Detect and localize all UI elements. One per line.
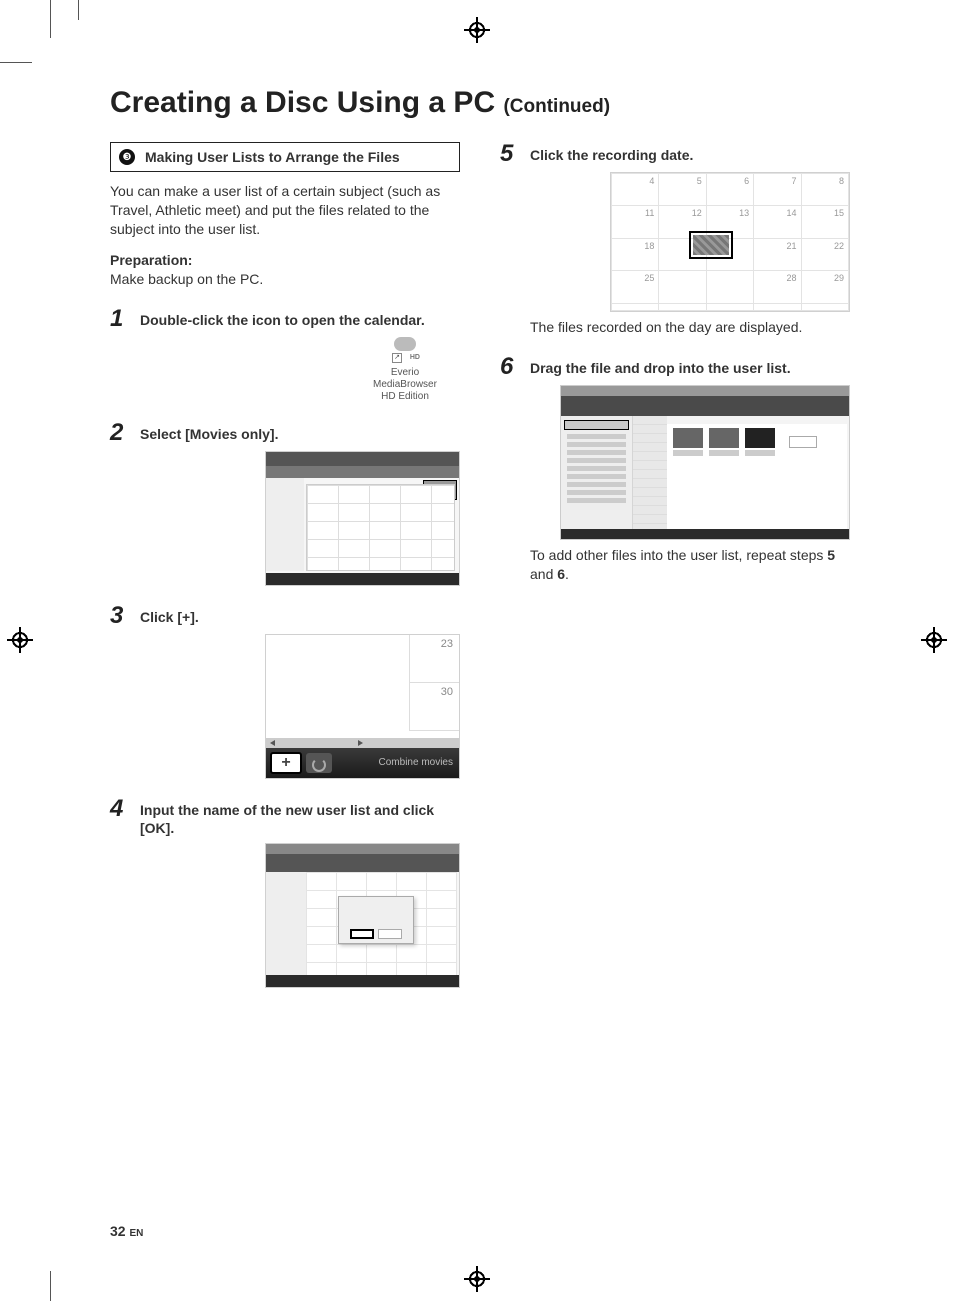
page-number-value: 32 xyxy=(110,1223,126,1239)
icon-caption-line: MediaBrowser xyxy=(350,379,460,391)
section-number-badge: ❸ xyxy=(119,149,135,165)
sidebar-tree xyxy=(561,416,633,529)
plus-button-highlight: + xyxy=(270,752,302,774)
preparation-block: Preparation: Make backup on the PC. xyxy=(110,251,460,289)
step-instruction: Select [Movies only]. xyxy=(140,421,278,443)
calendar-cell: 30 xyxy=(410,683,459,731)
step-6-result: To add other files into the user list, r… xyxy=(530,546,850,584)
registration-mark-icon xyxy=(10,630,30,650)
calendar-cell: 23 xyxy=(410,635,459,683)
selected-date-highlight xyxy=(689,231,733,259)
crop-mark xyxy=(0,62,32,63)
crop-mark xyxy=(50,0,51,38)
section-header-box: ❸ Making User Lists to Arrange the Files xyxy=(110,142,460,172)
step-number: 4 xyxy=(110,797,130,821)
registration-mark-icon xyxy=(467,1269,487,1289)
step-number: 6 xyxy=(500,355,520,379)
drop-target xyxy=(789,436,817,448)
step-2: 2 Select [Movies only]. xyxy=(110,421,460,445)
page-content: Creating a Disc Using a PC (Continued) ❸… xyxy=(110,86,850,988)
screenshot-plus-button: 23 30 + Combine movies xyxy=(265,634,460,779)
crop-mark xyxy=(50,1271,51,1301)
everio-icon: ↗ HD xyxy=(390,337,420,363)
step-5: 5 Click the recording date. xyxy=(500,142,850,166)
desktop-icon-figure: ↗ HD Everio MediaBrowser HD Edition xyxy=(350,337,460,403)
preparation-text: Make backup on the PC. xyxy=(110,271,263,287)
section-heading: Making User Lists to Arrange the Files xyxy=(145,148,400,166)
screenshot-calendar xyxy=(265,451,460,586)
step-6: 6 Drag the file and drop into the user l… xyxy=(500,355,850,379)
crop-mark xyxy=(78,0,79,20)
title-continued: (Continued) xyxy=(503,96,610,117)
right-column: 5 Click the recording date. 45678 111213… xyxy=(500,142,850,988)
time-column xyxy=(633,416,667,529)
step-number: 1 xyxy=(110,307,130,331)
dialog-box xyxy=(338,896,414,944)
step-number: 2 xyxy=(110,421,130,445)
intro-paragraph: You can make a user list of a certain su… xyxy=(110,182,460,239)
combine-movies-label: Combine movies xyxy=(379,757,453,768)
two-column-layout: ❸ Making User Lists to Arrange the Files… xyxy=(110,142,850,988)
page-number: 32 EN xyxy=(110,1223,143,1239)
page-title: Creating a Disc Using a PC (Continued) xyxy=(110,86,850,120)
step-4: 4 Input the name of the new user list an… xyxy=(110,797,460,837)
icon-caption-line: HD Edition xyxy=(350,391,460,403)
step-instruction: Click the recording date. xyxy=(530,142,693,164)
icon-caption-line: Everio xyxy=(350,367,460,379)
screenshot-dialog xyxy=(265,843,460,988)
step-instruction: Click [+]. xyxy=(140,604,199,626)
screenshot-calendar-crop: 45678 1112131415 182122 252829 xyxy=(610,172,850,312)
step-3: 3 Click [+]. xyxy=(110,604,460,628)
step-5-result: The files recorded on the day are displa… xyxy=(530,318,850,337)
step-number: 3 xyxy=(110,604,130,628)
left-column: ❸ Making User Lists to Arrange the Files… xyxy=(110,142,460,988)
ok-button-highlight xyxy=(350,929,374,939)
thumbnail-area xyxy=(667,424,847,529)
cancel-button xyxy=(378,929,402,939)
registration-mark-icon xyxy=(467,20,487,40)
step-instruction: Input the name of the new user list and … xyxy=(140,797,460,837)
registration-mark-icon xyxy=(924,630,944,650)
step-instruction: Double-click the icon to open the calend… xyxy=(140,307,425,329)
step-1: 1 Double-click the icon to open the cale… xyxy=(110,307,460,331)
tool-icon xyxy=(306,753,332,773)
step-instruction: Drag the file and drop into the user lis… xyxy=(530,355,791,377)
screenshot-file-browser xyxy=(560,385,850,540)
title-main: Creating a Disc Using a PC xyxy=(110,86,495,119)
page-language: EN xyxy=(129,1228,143,1239)
step-number: 5 xyxy=(500,142,520,166)
preparation-label: Preparation: xyxy=(110,252,192,268)
